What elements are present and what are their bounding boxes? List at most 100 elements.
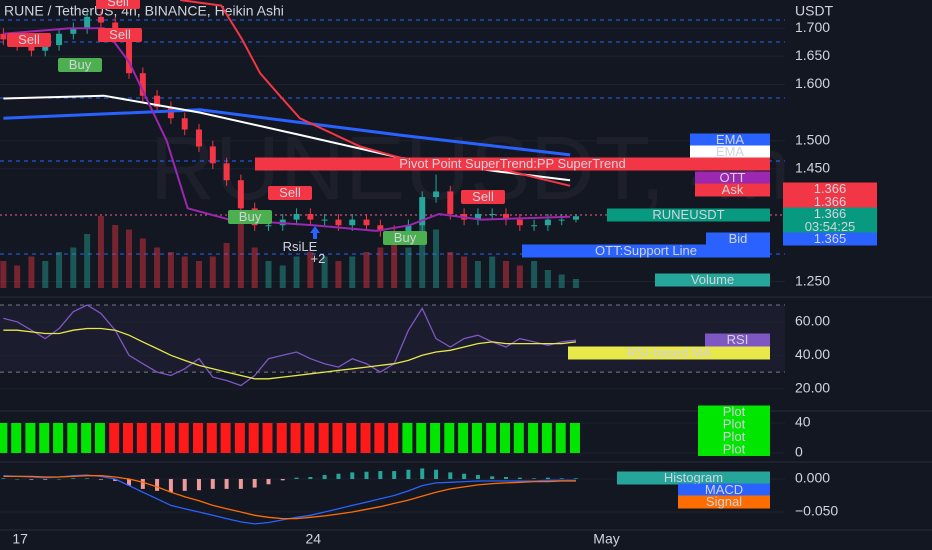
volume-bar <box>363 252 370 288</box>
legend-tag: Pivot Point SuperTrend:PP SuperTrend <box>399 156 625 171</box>
price-tag-box <box>783 207 877 221</box>
histogram-bar <box>545 477 550 479</box>
bar <box>360 422 371 453</box>
y-tick-label: 40.00 <box>795 346 830 362</box>
x-tick-label: 17 <box>12 531 28 547</box>
histogram-bar <box>294 477 299 479</box>
volume-bar <box>516 265 523 288</box>
bar <box>304 422 315 453</box>
legend-tag-box <box>698 443 770 456</box>
bar <box>388 422 399 453</box>
bar <box>374 422 385 453</box>
price-tag-box <box>522 244 770 258</box>
candle-body <box>293 213 300 220</box>
candle-body <box>321 219 328 221</box>
legend-tag: RSI <box>727 332 749 347</box>
signal-box <box>383 231 427 245</box>
bar <box>39 422 50 453</box>
bar <box>67 422 78 453</box>
chart-title: RUNE / TetherUS, 4h, BINANCE, Heikin Ash… <box>4 3 284 19</box>
candle-body <box>28 45 35 51</box>
volume-bar <box>84 234 91 288</box>
bar <box>290 422 301 453</box>
signal-box <box>7 33 51 47</box>
bar <box>458 422 469 453</box>
price-tag-box <box>655 273 770 287</box>
bar <box>206 422 217 453</box>
bar <box>528 422 539 453</box>
volume-bar <box>293 256 300 288</box>
candle-body <box>544 219 551 226</box>
candle-body <box>363 219 370 226</box>
signal-label: Buy <box>69 57 92 72</box>
price-tag-box <box>783 220 877 234</box>
price-tag-box <box>607 208 770 222</box>
candle-body <box>223 163 230 181</box>
bar <box>569 422 580 453</box>
signal-label: Sell <box>109 27 131 42</box>
volume-bar <box>391 243 398 288</box>
volume-bar <box>307 252 314 288</box>
volume-bar <box>28 256 35 288</box>
volume-bar <box>558 274 565 288</box>
volume-bar <box>419 225 426 288</box>
y-tick-label: 0.000 <box>795 470 830 486</box>
histogram-bar <box>57 478 62 480</box>
price-tag-box <box>695 183 770 197</box>
signal-box <box>96 0 140 9</box>
bar <box>151 422 162 453</box>
bar <box>500 422 511 453</box>
bar <box>402 422 413 453</box>
volume-bar <box>223 243 230 288</box>
y-tick-label: 40 <box>795 414 811 430</box>
volume-bar <box>349 256 356 288</box>
candle-body <box>154 95 161 107</box>
histogram-bar <box>182 478 187 491</box>
histogram-bar <box>308 477 313 479</box>
bar <box>11 422 22 453</box>
legend-tag-box <box>678 495 770 509</box>
volume-bar <box>279 265 286 288</box>
price-tag-box <box>783 232 877 246</box>
legend-tag: OTT <box>720 170 746 185</box>
y-tick-label: 20.00 <box>795 380 830 396</box>
histogram-bar <box>1 478 6 479</box>
volume-bar <box>405 247 412 288</box>
legend-tag-box <box>568 346 770 360</box>
price-tag: RUNEUSDT <box>652 207 724 222</box>
candle-body <box>531 225 538 227</box>
histogram-bar <box>196 478 201 491</box>
legend-tag: Plot <box>723 429 746 444</box>
histogram-bar <box>559 478 564 479</box>
candle-body <box>307 213 314 220</box>
histogram-bar <box>43 478 48 480</box>
price-tag: Volume <box>691 272 734 287</box>
legend-tag: MACD <box>705 482 743 497</box>
histogram-bar <box>406 469 411 479</box>
legend-tag: EMA <box>716 132 745 147</box>
legend-tag-box <box>698 418 770 431</box>
histogram-bar <box>322 475 327 479</box>
candle-body <box>195 129 202 147</box>
candle-body <box>433 191 440 198</box>
bar <box>136 422 147 453</box>
histogram-bar <box>155 478 160 491</box>
candle-body <box>209 146 216 164</box>
price-tag: 1.366 <box>814 206 847 221</box>
price-tag: 1.366 <box>814 194 847 209</box>
legend-tag-box <box>678 483 770 497</box>
y-tick-label: 60.00 <box>795 313 830 329</box>
bar <box>94 422 105 453</box>
legend-tag-box <box>705 333 770 347</box>
signal-box <box>268 186 312 200</box>
bar <box>248 422 259 453</box>
volume-bar <box>572 279 579 288</box>
volume-bar <box>251 247 258 288</box>
histogram-bar <box>280 478 285 481</box>
bar <box>416 422 427 453</box>
candle-body <box>335 219 342 226</box>
volume-bar <box>139 238 146 288</box>
price-tag: Ask <box>722 182 744 197</box>
histogram-bar <box>140 478 145 489</box>
volume-bar <box>237 216 244 288</box>
